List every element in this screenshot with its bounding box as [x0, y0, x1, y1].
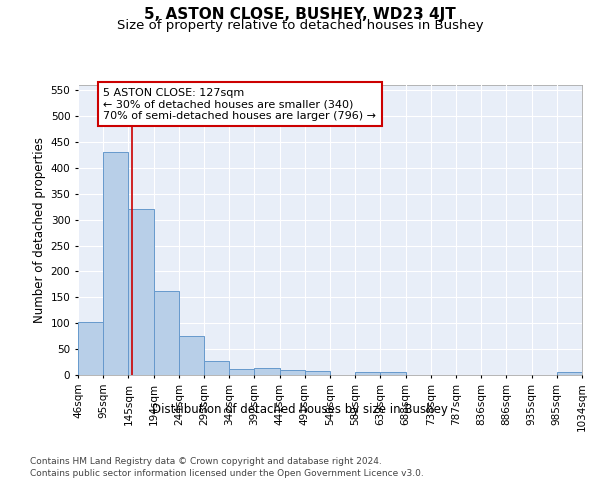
Bar: [179, 336, 204, 375]
Bar: [154, 290, 179, 375]
Text: 5 ASTON CLOSE: 127sqm
← 30% of detached houses are smaller (340)
70% of semi-det: 5 ASTON CLOSE: 127sqm ← 30% of detached …: [103, 88, 376, 121]
Bar: [355, 372, 380, 375]
Text: Distribution of detached houses by size in Bushey: Distribution of detached houses by size …: [152, 402, 448, 415]
Bar: [103, 152, 128, 375]
Y-axis label: Number of detached properties: Number of detached properties: [34, 137, 46, 323]
Bar: [280, 370, 305, 375]
Bar: [128, 210, 154, 375]
Bar: [254, 368, 280, 375]
Text: Size of property relative to detached houses in Bushey: Size of property relative to detached ho…: [116, 19, 484, 32]
Text: 5, ASTON CLOSE, BUSHEY, WD23 4JT: 5, ASTON CLOSE, BUSHEY, WD23 4JT: [144, 8, 456, 22]
Bar: [380, 372, 406, 375]
Bar: [557, 372, 582, 375]
Bar: [229, 369, 254, 375]
Bar: [204, 361, 229, 375]
Bar: [305, 372, 330, 375]
Text: Contains HM Land Registry data © Crown copyright and database right 2024.
Contai: Contains HM Land Registry data © Crown c…: [30, 458, 424, 478]
Bar: [78, 322, 103, 375]
